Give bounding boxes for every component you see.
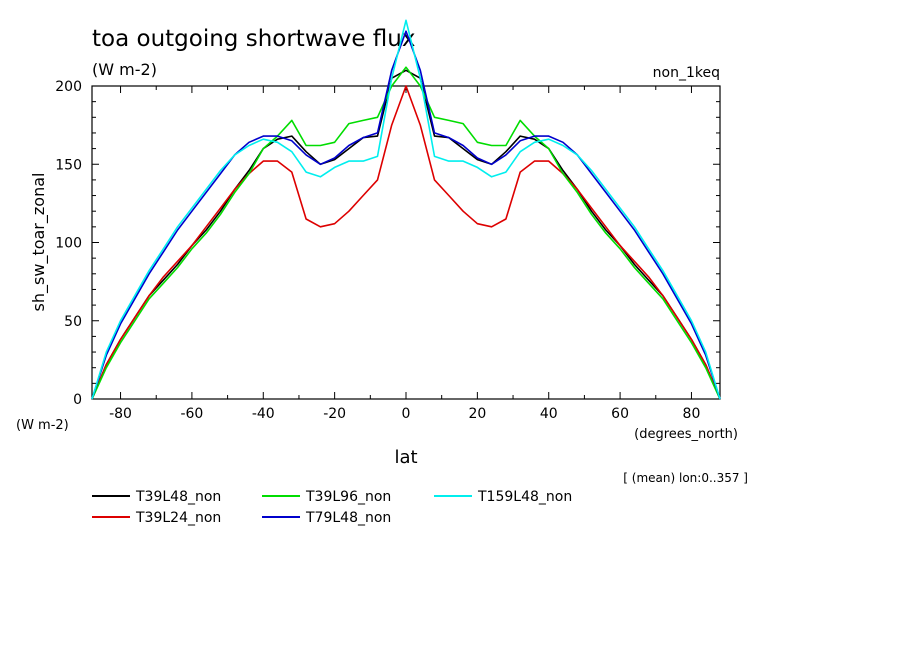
x-tick-label: 20 <box>468 406 486 422</box>
y-axis-units: (W m-2) <box>16 418 69 433</box>
series-line-t39l96-non <box>91 66 721 400</box>
x-axis-label: lat <box>394 447 417 468</box>
x-tick-label: -20 <box>323 406 346 422</box>
series-line-t39l24-non <box>91 85 721 400</box>
x-tick-label: 0 <box>402 406 411 422</box>
x-tick-label: 40 <box>540 406 558 422</box>
chart-subtitle: (W m-2) <box>92 60 157 79</box>
x-axis-ticks: -80 -60 -40 -20 0 20 40 60 80 <box>109 86 700 422</box>
y-tick-label: 0 <box>73 392 82 408</box>
series-line-t159l48-non <box>91 19 721 400</box>
y-tick-label: 200 <box>55 79 82 95</box>
x-tick-label: -60 <box>180 406 203 422</box>
y-axis-ticks: 0 50 100 150 200 <box>55 79 720 408</box>
x-tick-label: -80 <box>109 406 132 422</box>
y-tick-label: 150 <box>55 157 82 173</box>
x-tick-label: 80 <box>683 406 701 422</box>
x-tick-label: 60 <box>611 406 629 422</box>
legend: T39L48_non T39L96_non T159L48_non T39L24_no… <box>92 489 572 526</box>
y-tick-label: 100 <box>55 236 82 252</box>
plot-frame <box>91 85 721 400</box>
x-axis-units: (degrees_north) <box>634 427 738 442</box>
y-axis-label: sh_sw_toar_zonal <box>29 173 49 312</box>
averaging-note: [ (mean) lon:0..357 ] <box>623 471 748 485</box>
y-tick-label: 50 <box>64 314 82 330</box>
series-line-t79l48-non <box>91 30 721 400</box>
legend-label: T159L48_non <box>477 489 572 505</box>
legend-label: T39L48_non <box>135 489 221 505</box>
series-line-t39l48-non <box>91 69 721 400</box>
legend-label: T79L48_non <box>305 510 391 526</box>
legend-label: T39L24_non <box>135 510 221 526</box>
chart-title: toa outgoing shortwave flux <box>92 26 415 52</box>
experiment-label: non_1keq <box>653 65 720 81</box>
x-tick-label: -40 <box>252 406 275 422</box>
legend-label: T39L96_non <box>305 489 391 505</box>
series-layer <box>91 19 721 400</box>
